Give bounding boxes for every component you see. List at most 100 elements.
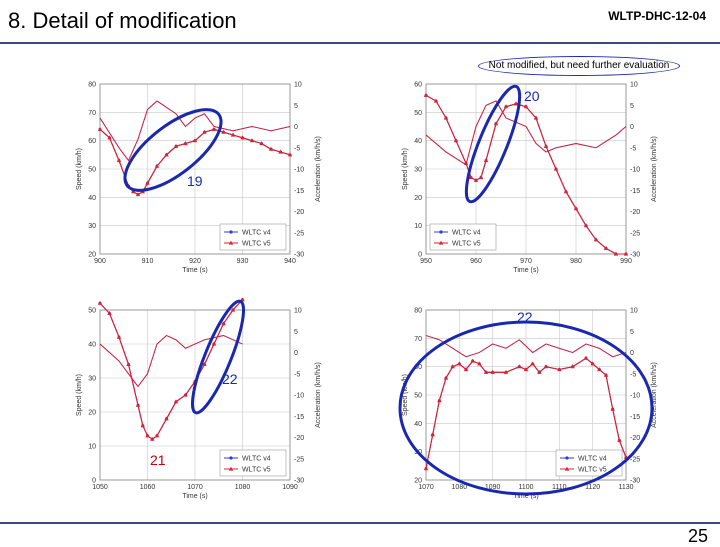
y2-tick-label: -30 (294, 252, 304, 259)
data-point (154, 433, 160, 438)
y-tick-label: 50 (414, 110, 422, 117)
data-point (230, 132, 236, 137)
data-point (211, 126, 217, 131)
y2-tick-label: 10 (630, 82, 638, 89)
data-point (145, 433, 150, 438)
data-point (192, 138, 198, 143)
y2-tick-label: -20 (630, 209, 640, 216)
data-point (513, 101, 519, 106)
y2-tick-label: -10 (630, 393, 640, 400)
y2-tick-label: -30 (294, 478, 304, 485)
highlight-ellipse-22-left (190, 299, 246, 415)
y-tick-label: 30 (88, 376, 96, 383)
y2-tick-label: -30 (630, 478, 640, 485)
y-axis-label: Speed (km/h) (402, 148, 409, 190)
y-tick-label: 70 (414, 336, 422, 343)
y-tick-label: 30 (88, 223, 96, 230)
y-tick-label: 40 (414, 421, 422, 428)
data-point (183, 392, 188, 397)
y2-tick-label: -10 (630, 167, 640, 174)
y-tick-label: 80 (414, 308, 422, 315)
plot-frame (425, 309, 627, 481)
y-tick-label: 50 (88, 167, 96, 174)
data-point (490, 369, 495, 374)
legend-label: WLTC v5 (578, 467, 607, 474)
plot-frame (425, 83, 627, 255)
x-tick-label: 950 (420, 258, 432, 265)
y2-axis-label: Acceleration (km/h/s) (651, 136, 658, 202)
x-tick-label: 1050 (92, 484, 108, 491)
y2-tick-label: 0 (630, 350, 634, 357)
legend-marker (564, 466, 570, 471)
data-point (154, 163, 160, 168)
y-tick-label: 0 (92, 478, 96, 485)
data-point (543, 364, 549, 369)
highlight-ellipse-20 (464, 84, 522, 204)
data-point (603, 372, 609, 377)
y2-tick-label: 10 (630, 308, 638, 315)
annotation-21: 21 (150, 452, 166, 468)
data-point (221, 129, 226, 134)
data-point (503, 104, 509, 109)
x-tick-label: 930 (237, 258, 249, 265)
legend-marker (228, 240, 234, 245)
data-point (533, 115, 539, 120)
data-point (443, 375, 449, 380)
data-point (530, 361, 535, 366)
data-point (610, 406, 615, 411)
series-line (99, 100, 291, 162)
data-point (570, 364, 575, 369)
x-tick-label: 940 (284, 258, 296, 265)
series-line (425, 357, 627, 469)
data-point (107, 311, 112, 315)
data-point (590, 361, 595, 366)
x-tick-label: 1090 (282, 484, 298, 491)
series-line (99, 299, 243, 440)
data-point (613, 251, 619, 256)
annotation-22-left: 22 (222, 371, 238, 387)
y2-tick-label: -25 (630, 456, 640, 463)
data-point (97, 126, 103, 131)
plot-frame (99, 309, 291, 481)
y-tick-label: 70 (88, 110, 96, 117)
title-rule (0, 42, 720, 44)
data-point (259, 141, 264, 146)
footer-rule (0, 522, 720, 524)
data-point (268, 146, 274, 151)
legend-label: WLTC v4 (578, 456, 607, 463)
y2-axis-label: Acceleration (km/h/s) (651, 362, 658, 428)
data-point (573, 206, 579, 211)
y2-tick-label: -15 (630, 188, 640, 195)
y2-tick-label: -20 (294, 435, 304, 442)
x-tick-label: 960 (470, 258, 482, 265)
data-point (423, 466, 429, 471)
data-point (173, 399, 179, 404)
annotation-20: 20 (524, 88, 540, 104)
legend-box (219, 449, 287, 477)
x-tick-label: 910 (142, 258, 154, 265)
y2-tick-label: -10 (294, 393, 304, 400)
y2-tick-label: -10 (294, 167, 304, 174)
y-tick-label: 40 (88, 342, 96, 349)
y2-tick-label: -5 (630, 145, 636, 152)
data-point (173, 143, 179, 148)
y-tick-label: 0 (418, 252, 422, 259)
y-tick-label: 60 (414, 82, 422, 89)
data-point (523, 367, 529, 372)
legend-marker (439, 230, 443, 234)
x-tick-label: 1110 (552, 484, 567, 491)
legend-box (429, 223, 497, 251)
x-axis-label: Time (s) (182, 267, 207, 274)
data-point (483, 369, 489, 374)
data-point (517, 364, 522, 369)
data-point (135, 192, 141, 197)
y-tick-label: 20 (414, 195, 422, 202)
annotation-22-top: 22 (517, 309, 533, 325)
y2-tick-label: -25 (294, 230, 304, 237)
y-tick-label: 10 (414, 223, 422, 230)
x-axis-label: Time (s) (182, 493, 207, 500)
data-point (473, 177, 479, 182)
y2-tick-label: -20 (630, 435, 640, 442)
y-tick-label: 60 (414, 364, 422, 371)
